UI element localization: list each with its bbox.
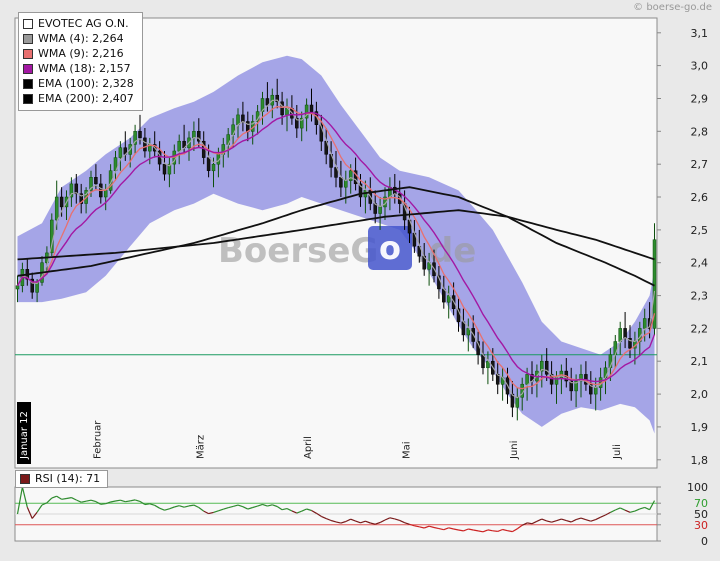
wma9-swatch: [23, 48, 33, 59]
svg-text:2,2: 2,2: [691, 322, 709, 335]
time-axis: Januar 12 Februar März April Mai Juni Juli: [17, 402, 623, 464]
legend-item-wma4: WMA (4): 2,264: [23, 31, 134, 46]
ema200-swatch: [23, 93, 33, 104]
ema100-label: EMA (100): 2,328: [38, 77, 134, 90]
svg-text:Juni: Juni: [509, 441, 520, 460]
svg-text:70: 70: [694, 497, 708, 510]
svg-text:BoerseG: BoerseG: [218, 231, 378, 271]
instrument-label: EVOTEC AG O.N.: [38, 17, 129, 30]
svg-text:0: 0: [701, 535, 708, 548]
bollinger-band: [17, 55, 655, 434]
svg-text:April: April: [303, 436, 314, 459]
legend-item-wma9: WMA (9): 2,216: [23, 46, 134, 61]
ema200-label: EMA (200): 2,407: [38, 92, 134, 105]
ema200-line: [17, 209, 655, 261]
svg-text:2,1: 2,1: [691, 355, 709, 368]
svg-text:2,8: 2,8: [691, 125, 709, 138]
svg-text:2,3: 2,3: [691, 290, 709, 303]
watermark: BoerseG o .de: [218, 226, 476, 271]
legend-item-wma18: WMA (18): 2,157: [23, 61, 134, 76]
rsi-panel: [14, 486, 658, 542]
svg-text:2,5: 2,5: [691, 224, 709, 237]
svg-text:2,7: 2,7: [691, 158, 709, 171]
wma4-line: [17, 99, 656, 399]
wma4-swatch: [23, 33, 33, 44]
wma9-label: WMA (9): 2,216: [38, 47, 124, 60]
svg-text:März: März: [195, 435, 206, 459]
rsi-legend: RSI (14): 71: [15, 470, 109, 488]
svg-text:30: 30: [694, 519, 708, 532]
svg-text:Juli: Juli: [612, 444, 623, 460]
wma4-label: WMA (4): 2,264: [38, 32, 124, 45]
svg-text:2,9: 2,9: [691, 93, 709, 106]
svg-text:Februar: Februar: [93, 420, 104, 459]
rsi-swatch: [20, 473, 30, 484]
price-axis: 3,1 3,0 2,9 2,8 2,7 2,6 2,5 2,4 2,3 2,2 2,1 2,0 1,9 1…: [657, 27, 708, 467]
svg-text:2,6: 2,6: [691, 191, 709, 204]
svg-text:100: 100: [687, 481, 708, 494]
instrument-swatch: [23, 18, 33, 29]
ema100-swatch: [23, 78, 33, 89]
legend-item-ema100: EMA (100): 2,328: [23, 76, 134, 91]
svg-text:2,4: 2,4: [691, 257, 709, 270]
indicator-legend: EVOTEC AG O.N. WMA (4): 2,264 WMA (9): 2…: [18, 12, 143, 111]
current-month-highlight: [17, 402, 31, 464]
svg-text:50: 50: [694, 508, 708, 521]
wma18-label: WMA (18): 2,157: [38, 62, 131, 75]
wma18-swatch: [23, 63, 33, 74]
watermark-logo-box: [368, 226, 412, 270]
svg-text:3,1: 3,1: [691, 27, 709, 40]
wma18-line: [16, 111, 656, 383]
svg-text:Januar 12: Januar 12: [19, 411, 30, 460]
ema100-line: [17, 186, 655, 287]
legend-item-ema200: EMA (200): 2,407: [23, 91, 134, 106]
copyright-text: © boerse-go.de: [633, 2, 712, 13]
legend-item-instrument: EVOTEC AG O.N.: [23, 16, 134, 31]
svg-text:1,8: 1,8: [691, 454, 709, 467]
svg-text:2,0: 2,0: [691, 388, 709, 401]
rsi-line: [16, 486, 656, 533]
wma9-line: [16, 105, 656, 390]
svg-text:o: o: [379, 229, 401, 267]
rsi-label: RSI (14): 71: [35, 472, 101, 485]
svg-text:Mai: Mai: [401, 441, 412, 459]
svg-text:1,9: 1,9: [691, 421, 709, 434]
svg-text:3,0: 3,0: [691, 60, 709, 73]
